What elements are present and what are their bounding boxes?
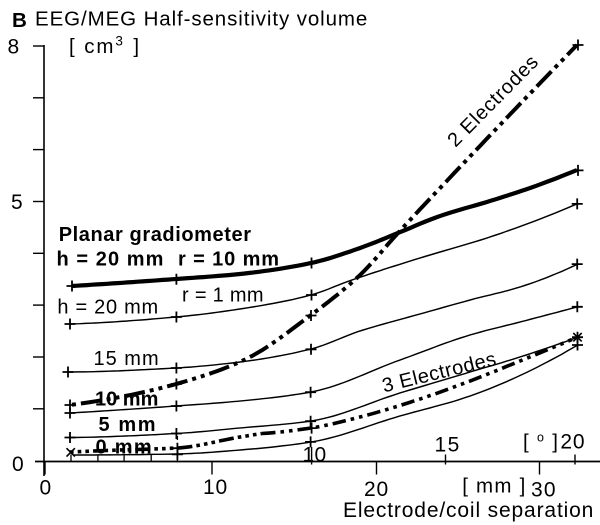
svg-text:0 mm: 0 mm — [96, 437, 153, 459]
svg-text:0: 0 — [40, 477, 52, 500]
svg-text:30: 30 — [531, 479, 557, 502]
svg-text:r = 1 mm: r = 1 mm — [182, 285, 264, 307]
svg-text:B: B — [12, 9, 27, 32]
svg-text:r = 10 mm: r = 10 mm — [178, 249, 280, 271]
svg-text:20: 20 — [560, 431, 585, 454]
svg-text:[ cm3 ]: [ cm3 ] — [69, 34, 141, 59]
svg-text:EEG/MEG Half-sensitivity volum: EEG/MEG Half-sensitivity volume — [35, 7, 368, 30]
svg-text:15 mm: 15 mm — [94, 348, 160, 370]
svg-text:15: 15 — [435, 434, 461, 457]
svg-text:[ mm ]: [ mm ] — [462, 475, 526, 498]
svg-text:10 mm: 10 mm — [95, 389, 158, 411]
svg-text:h = 20 mm: h = 20 mm — [57, 297, 159, 319]
svg-text:20: 20 — [364, 478, 389, 501]
svg-text:0: 0 — [12, 453, 24, 476]
svg-text:8: 8 — [8, 36, 20, 59]
svg-text:5 mm: 5 mm — [99, 414, 158, 436]
svg-text:5: 5 — [11, 191, 23, 214]
svg-text:Electrode/coil separation: Electrode/coil separation — [343, 499, 594, 522]
svg-text:10: 10 — [203, 476, 228, 499]
svg-text:10: 10 — [303, 444, 327, 467]
svg-text:[ o ]: [ o ] — [523, 431, 559, 454]
svg-text:h = 20 mm: h = 20 mm — [57, 249, 165, 271]
svg-text:Planar gradiometer: Planar gradiometer — [59, 224, 252, 246]
